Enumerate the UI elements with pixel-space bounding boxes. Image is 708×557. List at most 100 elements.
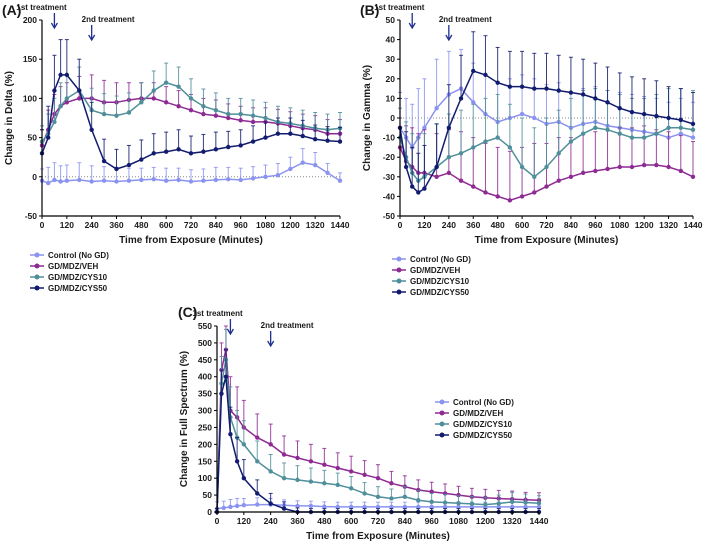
legend-entry: GD/MDZ/VEH [48, 262, 98, 271]
data-point [126, 110, 132, 115]
legend-swatch-marker [34, 252, 40, 258]
data-point [580, 92, 586, 97]
series-line [216, 359, 540, 513]
data-point [389, 504, 394, 510]
data-point [617, 131, 622, 136]
data-point [335, 465, 340, 471]
data-point [275, 173, 281, 178]
x-tick-label: 840 [398, 516, 412, 526]
y-tick-label: 200 [198, 439, 212, 449]
data-point [335, 504, 340, 510]
data-point [151, 88, 156, 93]
data-point [325, 138, 330, 143]
data-point [362, 472, 367, 477]
data-point [348, 486, 354, 491]
legend-entry: GD/MDZ/VEH [453, 409, 503, 418]
data-point [238, 118, 243, 123]
data-point [442, 504, 448, 510]
data-point [410, 184, 415, 189]
x-tick-label: 1200 [635, 220, 654, 230]
data-point [434, 106, 439, 111]
data-point [288, 131, 293, 136]
data-point [509, 504, 515, 510]
y-tick-label: 300 [198, 406, 212, 416]
y-tick-label: -40 [383, 191, 396, 201]
data-point [250, 119, 256, 125]
y-tick-label: -10 [383, 133, 396, 143]
data-point [163, 149, 169, 154]
data-point [519, 194, 525, 199]
data-point [483, 72, 488, 78]
y-tick-label: 150 [23, 54, 37, 64]
y-tick-label: -30 [383, 172, 396, 182]
data-point [678, 125, 683, 130]
x-tick-label: 840 [564, 220, 578, 230]
y-tick-label: 550 [198, 321, 212, 331]
data-point [690, 127, 696, 132]
data-point [151, 96, 156, 101]
data-point [139, 100, 144, 105]
data-point [641, 111, 647, 117]
data-point [544, 164, 549, 170]
legend-swatch-marker [439, 421, 445, 427]
data-point [255, 502, 260, 507]
chart-panel-2: (B) -50 -40 -30 -20 -10 0 10 20 30 40 50 0 120 240 360 4… [360, 2, 703, 297]
data-point [46, 180, 51, 186]
legend-swatch-marker [439, 399, 445, 405]
data-point [690, 174, 696, 179]
data-point [335, 482, 340, 488]
y-tick-label: 30 [386, 54, 396, 64]
legend-entry: Control (No GD) [410, 255, 471, 264]
x-tick-label: 960 [425, 516, 439, 526]
x-tick-label: 1320 [306, 220, 325, 230]
treatment-annotation: 2nd treatment [439, 15, 492, 24]
data-point [176, 177, 181, 183]
data-point [268, 469, 273, 474]
data-point [223, 374, 229, 379]
data-point [226, 115, 231, 121]
data-point [507, 198, 513, 203]
data-point [348, 504, 354, 510]
legend-entry: GD/MDZ/CYS50 [410, 288, 470, 297]
data-point [281, 452, 287, 457]
panel-label: (A) [2, 2, 21, 18]
treatment-annotation: 2nd treatment [261, 321, 314, 330]
data-point [568, 90, 574, 95]
data-point [375, 494, 381, 499]
data-point [101, 178, 107, 183]
data-point [250, 176, 256, 181]
data-point [163, 80, 169, 85]
y-tick-label: 400 [198, 372, 212, 382]
y-tick-label: -50 [25, 211, 38, 221]
x-tick-label: 960 [234, 220, 248, 230]
data-point [507, 145, 513, 150]
data-point [429, 489, 434, 494]
series-line [216, 349, 540, 513]
data-point [176, 84, 181, 89]
data-point [389, 496, 394, 501]
data-point [337, 178, 343, 183]
y-tick-label: 200 [23, 15, 37, 25]
data-point [617, 106, 622, 111]
data-point [456, 504, 461, 510]
data-point [176, 104, 181, 109]
treatment-annotation: 1st treatment [16, 3, 67, 12]
data-point [176, 147, 181, 152]
y-tick-label: -20 [383, 152, 396, 162]
y-tick-label: 350 [198, 389, 212, 399]
data-point [263, 174, 268, 179]
data-point [495, 135, 500, 140]
data-point [263, 115, 268, 121]
data-point [213, 113, 219, 118]
data-point [308, 459, 314, 464]
data-point [556, 151, 561, 156]
x-axis-label: Time from Exposure (Minutes) [306, 531, 450, 542]
data-point [580, 131, 586, 136]
data-point [690, 135, 696, 140]
data-point [126, 178, 132, 183]
data-point [519, 84, 525, 89]
data-point [250, 139, 256, 144]
data-point [58, 72, 63, 78]
